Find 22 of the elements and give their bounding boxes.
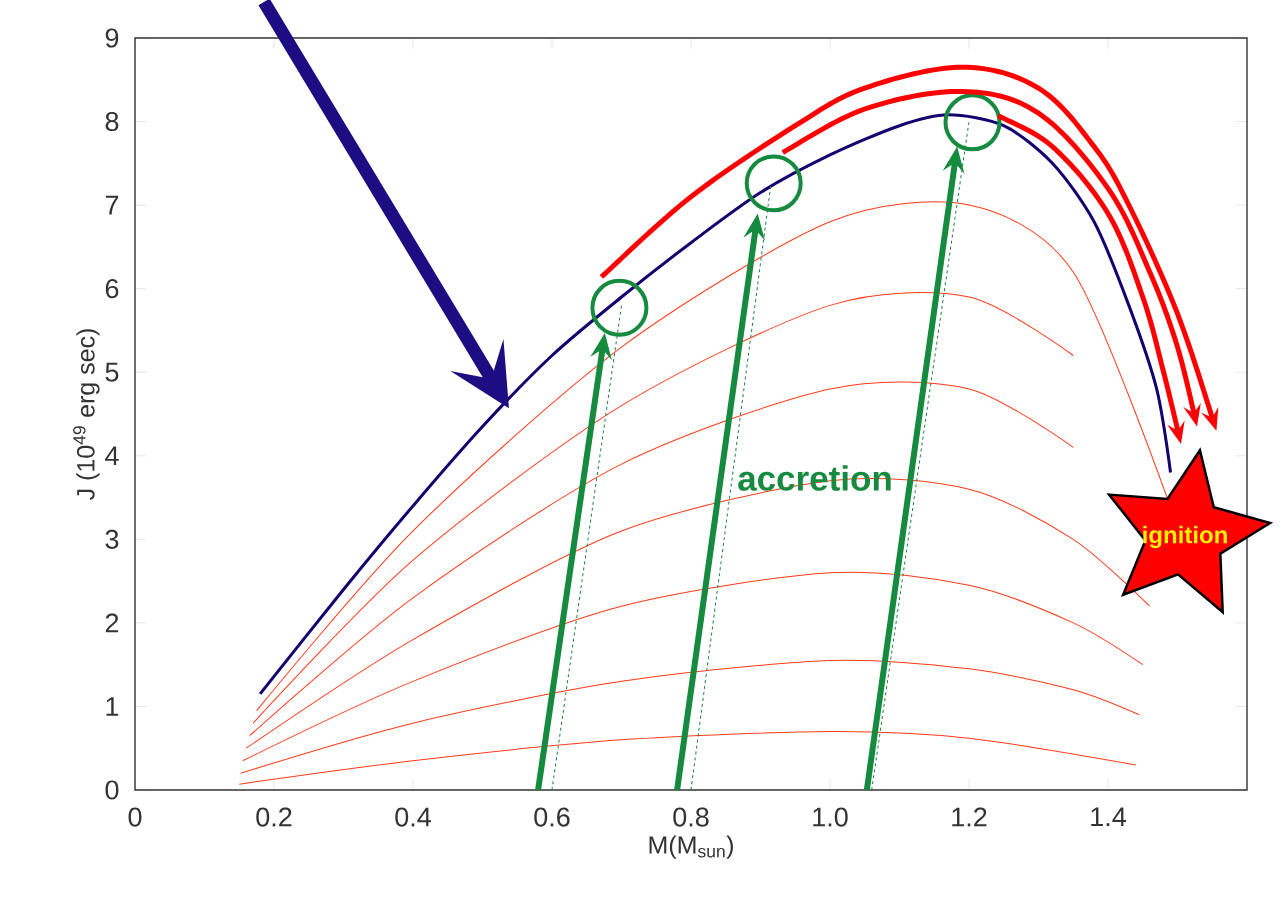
y-tick-label: 8: [105, 112, 119, 132]
x-tick-label: 0.8: [673, 807, 709, 827]
y-tick-label: 5: [105, 362, 119, 382]
y-tick-label: 3: [105, 529, 119, 549]
y-tick-label: 2: [105, 613, 119, 633]
x-tick-label: 1.2: [952, 807, 987, 827]
annotation: ignition: [1143, 525, 1227, 549]
y-tick-label: 7: [105, 195, 119, 215]
y-axis-title: J (10$^{49}$ erg sec): [73, 329, 100, 500]
y-tick-label: 1: [106, 697, 119, 716]
y-tick-label: 9: [105, 28, 119, 48]
y-tick-label: 6: [105, 279, 119, 299]
x-tick-label: 1.4: [1091, 807, 1126, 827]
x-tick-label: 0: [128, 807, 142, 827]
x-tick-label: 1.0: [813, 807, 848, 827]
x-tick-label: 0.4: [395, 807, 431, 827]
y-tick-label: 4: [105, 446, 119, 466]
annotation: accretion: [738, 465, 891, 491]
x-tick-label: 0.6: [534, 807, 570, 827]
x-tick-label: 0.2: [256, 807, 292, 827]
x-axis-title: M(M$_{sun}$): [649, 835, 733, 859]
y-tick-label: 0: [105, 780, 119, 800]
